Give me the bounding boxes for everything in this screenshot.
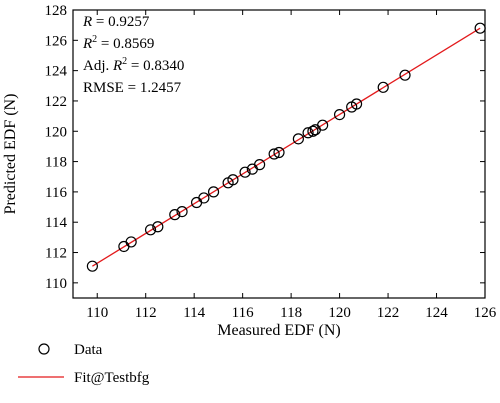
y-tick-label: 128	[45, 3, 68, 19]
data-point	[176, 206, 188, 218]
x-axis-label: Measured EDF (N)	[217, 322, 341, 339]
stats-box: R = 0.9257 R2 = 0.8569 Adj. R2 = 0.8340 …	[82, 14, 184, 96]
y-tick-label: 116	[45, 185, 67, 201]
x-tick-label: 110	[86, 305, 108, 321]
x-tick-label: 122	[377, 305, 400, 321]
stat-rmse: RMSE = 1.2457	[83, 80, 182, 96]
legend-label-data: Data	[74, 342, 103, 358]
legend-label-fit: Fit@Testbfg	[74, 370, 150, 386]
y-tick-label: 118	[45, 155, 67, 171]
data-point	[268, 148, 280, 160]
data-point	[207, 186, 220, 198]
x-tick-label: 124	[425, 305, 448, 321]
y-tick-label: 112	[45, 246, 67, 262]
data-point	[198, 192, 210, 204]
stat-adj-r2: Adj. R2 = 0.8340	[83, 56, 184, 74]
y-tick-label: 114	[45, 215, 67, 231]
plot-frame	[72, 9, 486, 299]
data-point	[474, 22, 486, 34]
data-point	[350, 98, 363, 110]
data-point	[302, 127, 314, 139]
x-tick-label: 116	[232, 305, 254, 321]
data-point	[333, 108, 346, 121]
data-point	[239, 166, 251, 178]
data-point	[125, 236, 137, 248]
data-points	[86, 22, 486, 272]
fit-line	[92, 27, 481, 267]
data-point	[152, 221, 164, 233]
data-point	[399, 69, 411, 81]
stat-r: R = 0.9257	[82, 14, 150, 30]
y-tick-label: 126	[45, 33, 68, 49]
x-tick-label: 112	[135, 305, 157, 321]
stat-r2: R2 = 0.8569	[82, 34, 154, 52]
y-tick-label: 122	[45, 94, 68, 110]
data-point	[292, 133, 304, 145]
axis-ticks: 110 112 114 116 118 120 122 124 126 110 112 114 116 1…	[45, 3, 497, 321]
legend: Data Fit@Testbfg	[18, 342, 150, 386]
data-point	[254, 159, 266, 171]
data-point	[317, 119, 329, 131]
fit-layer	[92, 27, 481, 267]
y-tick-label: 120	[45, 124, 68, 140]
data-point	[86, 260, 98, 272]
data-point	[227, 174, 239, 186]
data-point	[377, 81, 389, 93]
legend-marker-data	[38, 343, 50, 355]
x-tick-label: 118	[280, 305, 302, 321]
y-tick-label: 110	[45, 276, 67, 292]
data-point	[307, 125, 319, 137]
data-point	[144, 224, 157, 236]
x-tick-label: 126	[474, 305, 497, 321]
y-tick-label: 124	[45, 64, 68, 80]
y-axis-label: Predicted EDF (N)	[2, 94, 19, 215]
data-point	[273, 146, 285, 159]
x-tick-label: 120	[328, 305, 351, 321]
data-point	[169, 209, 181, 221]
x-tick-label: 114	[183, 305, 205, 321]
